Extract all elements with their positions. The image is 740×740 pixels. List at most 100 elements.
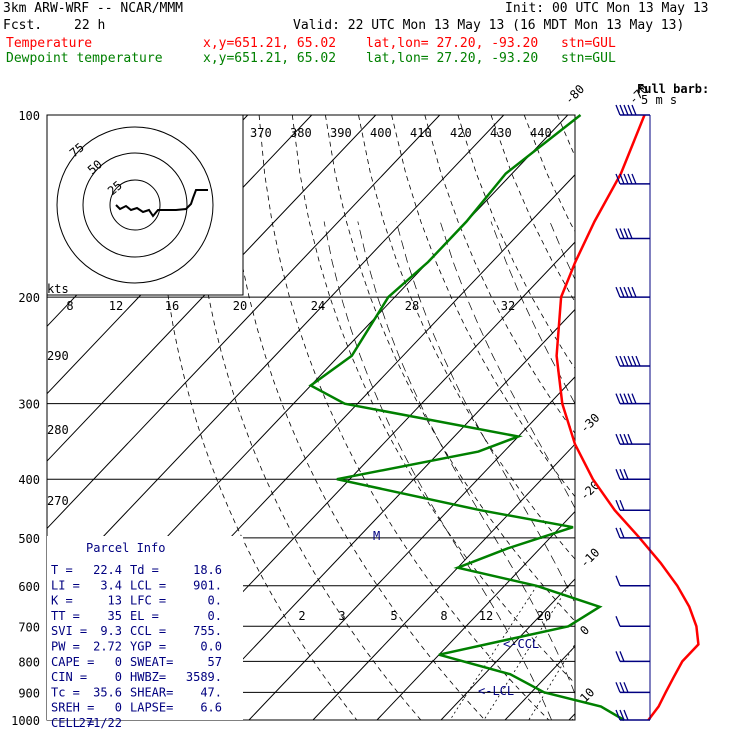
- lcl-marker: <-LCL: [478, 684, 514, 698]
- parcel-field: 13: [108, 594, 122, 608]
- isotherm-line: [184, 308, 575, 720]
- wind-barb: [615, 651, 650, 663]
- parcel-field: 271/22: [79, 716, 122, 730]
- dry-adiabat: [358, 115, 575, 560]
- pressure-label-600: 600: [18, 580, 40, 594]
- parcel-field: 0: [115, 701, 122, 715]
- wind-barb: [615, 104, 650, 116]
- model-title: 3km ARW-WRF -- NCAR/MMM: [3, 1, 184, 16]
- moist-adiabat: [490, 221, 575, 405]
- theta-label: 440: [530, 126, 552, 140]
- wind-barb: [615, 355, 650, 367]
- isotherm-label: -30: [577, 411, 602, 436]
- temperature-xy: x,y=651.21, 65.02: [203, 36, 337, 51]
- parcel-field: 35: [108, 609, 122, 623]
- dry-adiabat: [424, 115, 575, 434]
- isotherm-line: [504, 645, 575, 720]
- parcel-field: SWEAT=: [130, 655, 173, 669]
- dry-adiabat: [192, 115, 422, 720]
- parcel-field: K =: [51, 594, 73, 608]
- parcel-field: CCL =: [130, 624, 166, 638]
- isotherm-line: [47, 115, 441, 530]
- dry-adiabat: [590, 115, 740, 733]
- mixing-ratio-label: 28: [405, 299, 419, 313]
- wind-barb: [615, 527, 650, 539]
- wind-barb: [615, 228, 650, 240]
- parcel-field: CAPE =: [51, 655, 94, 669]
- dry-adiabat: [225, 115, 486, 720]
- dry-adiabat: [158, 115, 358, 720]
- pressure-label-700: 700: [18, 620, 40, 634]
- parcel-field: SHEAR=: [130, 685, 173, 699]
- theta-side-label: 280: [47, 423, 69, 437]
- theta-side-label: 270: [47, 494, 69, 508]
- dewpoint-latlon: lat,lon= 27.20, -93.20: [366, 51, 539, 66]
- mixing-ratio-label: 2: [298, 609, 305, 623]
- wind-barb: [615, 709, 650, 721]
- parcel-field: 9.3: [100, 624, 122, 638]
- mixing-ratio-line: [483, 585, 570, 720]
- parcel-field: SREH =: [51, 701, 94, 715]
- mixing-ratio-label: 24: [311, 299, 325, 313]
- parcel-field: 18.6: [193, 563, 222, 577]
- pressure-label-200: 200: [18, 291, 40, 305]
- parcel-field: 2.72: [93, 640, 122, 654]
- mixing-ratio-label: 20: [233, 299, 247, 313]
- isotherm-label: 0: [577, 623, 592, 638]
- parcel-field: CIN =: [51, 670, 87, 684]
- isotherm-line: [47, 115, 377, 462]
- wind-barb: [615, 575, 650, 587]
- dry-adiabat: [291, 115, 575, 684]
- isotherm-line: [440, 578, 575, 720]
- parcel-field: EL =: [130, 609, 159, 623]
- moist-adiabat: [439, 221, 575, 509]
- m-marker: M: [373, 529, 380, 543]
- parcel-field: 3589.: [186, 670, 222, 684]
- theta-label: 370: [250, 126, 272, 140]
- mixing-ratio-label: 16: [165, 299, 179, 313]
- isotherm-line: [376, 510, 575, 720]
- theta-label: 390: [330, 126, 352, 140]
- mixing-ratio-label: 12: [109, 299, 123, 313]
- theta-label: 430: [490, 126, 512, 140]
- parcel-field: 3.4: [100, 578, 122, 592]
- pressure-label-800: 800: [18, 655, 40, 669]
- parcel-field: LAPSE=: [130, 701, 173, 715]
- wind-barb: [615, 616, 650, 628]
- parcel-field: HWBZ=: [130, 670, 166, 684]
- wind-barb: [615, 499, 650, 511]
- barb-legend-title: Full barb:: [637, 82, 709, 96]
- pressure-label-100: 100: [18, 109, 40, 123]
- hodograph-trace: [115, 189, 208, 218]
- parcel-field: LFC =: [130, 594, 166, 608]
- wind-barb: [615, 682, 650, 694]
- wind-barb: [615, 286, 650, 298]
- wind-barb: [615, 393, 650, 405]
- theta-label: 400: [370, 126, 392, 140]
- dry-adiabat: [523, 115, 575, 233]
- parcel-field: 755.: [193, 624, 222, 638]
- theta-label: 380: [290, 126, 312, 140]
- isotherm-line: [697, 115, 740, 720]
- parcel-field: 0.: [208, 594, 222, 608]
- isotherm-label: -80: [562, 82, 587, 107]
- wind-barb: [615, 469, 650, 480]
- parcel-field: 35.6: [93, 685, 122, 699]
- parcel-field: LI =: [51, 578, 80, 592]
- parcel-field: 22.4: [93, 563, 122, 577]
- dewpoint-profile: [308, 114, 625, 722]
- theta-label: 420: [450, 126, 472, 140]
- parcel-field: TT =: [51, 609, 80, 623]
- wind-barb: [615, 433, 650, 445]
- isotherm-label: -20: [577, 478, 602, 503]
- dry-adiabat: [723, 115, 740, 733]
- isotherm-line: [248, 376, 575, 720]
- mixing-ratio-line: [656, 586, 738, 733]
- parcel-field: PW =: [51, 640, 80, 654]
- parcel-field: 47.: [200, 685, 222, 699]
- parcel-field: 0.0: [200, 640, 222, 654]
- parcel-field: 0: [115, 670, 122, 684]
- temperature-latlon: lat,lon= 27.20, -93.20: [366, 36, 539, 51]
- mixing-ratio-line: [604, 586, 689, 733]
